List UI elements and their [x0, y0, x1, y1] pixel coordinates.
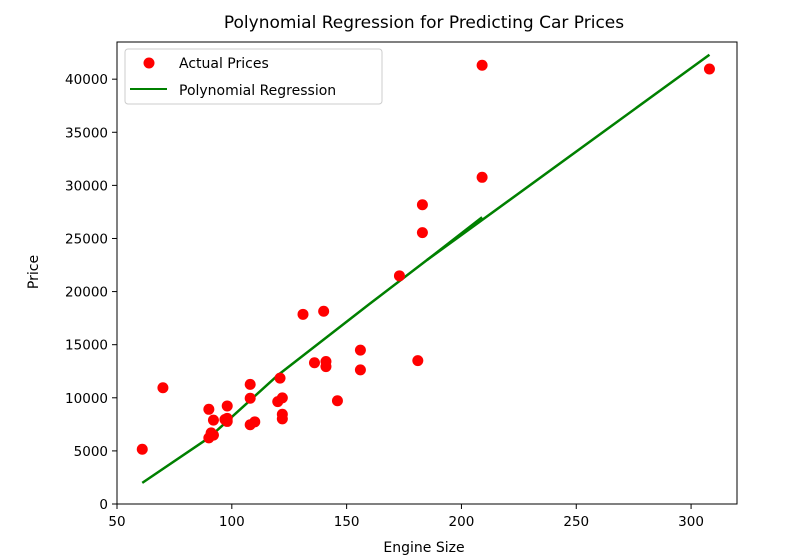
legend: Actual Prices Polynomial Regression [124, 48, 383, 105]
data-point [221, 412, 233, 424]
data-point [476, 59, 488, 71]
data-point [157, 382, 169, 394]
x-tick-label: 100 [219, 514, 245, 530]
chart-title: Polynomial Regression for Predicting Car… [224, 13, 624, 33]
data-point [703, 63, 715, 75]
data-point [244, 392, 256, 404]
y-tick-label: 25000 [65, 231, 108, 247]
y-tick-label: 5000 [74, 444, 108, 460]
plot-frame [116, 41, 738, 505]
y-tick-label: 20000 [65, 285, 108, 301]
data-point [274, 372, 286, 384]
data-point [320, 361, 332, 373]
y-axis-label: Price [26, 255, 42, 289]
x-tick-label: 300 [678, 514, 704, 530]
data-point [318, 305, 330, 317]
y-tick-label: 30000 [65, 178, 108, 194]
data-point [412, 355, 424, 367]
data-point [416, 199, 428, 211]
legend-label-actual-prices: Actual Prices [179, 56, 269, 72]
x-axis-label: Engine Size [383, 540, 464, 556]
legend-label-polynomial-regression: Polynomial Regression [179, 83, 336, 99]
data-point [297, 308, 309, 320]
data-point [276, 392, 288, 404]
data-point [203, 403, 215, 415]
data-point [207, 414, 219, 426]
x-tick-label: 150 [334, 514, 360, 530]
data-point [249, 416, 261, 428]
x-tick-label: 50 [108, 514, 125, 530]
y-axis: 0 5000 10000 15000 20000 25000 30000 35000 40000 [65, 72, 117, 513]
y-tick-label: 40000 [65, 72, 108, 88]
data-point [221, 400, 233, 412]
data-point [476, 171, 488, 183]
data-point [416, 227, 428, 239]
data-point [331, 395, 343, 407]
regression-line-extension [426, 53, 711, 262]
data-point [244, 378, 256, 390]
x-tick-label: 200 [449, 514, 475, 530]
data-point [354, 364, 366, 376]
legend-box [124, 48, 383, 105]
data-point [207, 429, 219, 441]
data-point [393, 270, 405, 282]
x-tick-label: 250 [563, 514, 589, 530]
data-point [354, 344, 366, 356]
data-point [308, 357, 320, 369]
data-point [276, 413, 288, 425]
x-axis: 50 100 150 200 250 300 [108, 504, 704, 530]
y-tick-label: 10000 [65, 391, 108, 407]
data-point [136, 443, 148, 455]
plot-area [116, 41, 738, 505]
legend-marker-actual-prices [143, 57, 155, 69]
y-tick-label: 0 [99, 497, 108, 513]
y-tick-label: 35000 [65, 125, 108, 141]
y-tick-label: 15000 [65, 338, 108, 354]
